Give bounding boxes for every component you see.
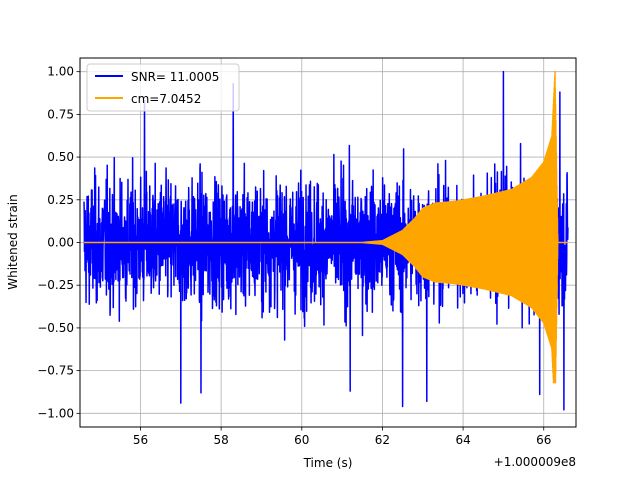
legend: SNR= 11.0005 cm=7.0452 [86,63,240,112]
x-tick-label: 56 [133,433,148,447]
x-tick-label: 66 [536,433,551,447]
legend-label-cm: cm=7.0452 [131,92,201,106]
plot-area [83,70,569,411]
x-tick-label: 60 [294,433,309,447]
y-tick-label: 0.00 [47,236,74,250]
y-tick-label: −0.50 [37,321,74,335]
x-axis-label: Time (s) [303,456,353,470]
y-tick-label: 0.25 [47,193,74,207]
x-axis-ticks: 56 58 60 62 64 66 [133,427,551,447]
series-line-snr [83,70,569,411]
x-tick-label: 58 [213,433,228,447]
y-tick-label: −0.25 [37,278,74,292]
y-tick-label: 0.50 [47,150,74,164]
series-line-cm [83,70,569,384]
legend-label-snr: SNR= 11.0005 [131,70,219,84]
y-tick-label: 1.00 [47,65,74,79]
y-axis-label: Whitened strain [6,194,20,290]
y-axis-ticks: −1.00 −0.75 −0.50 −0.25 0.00 0.25 0.50 0.75 1.00 [37,65,80,420]
series-layer [83,70,569,411]
x-tick-label: 62 [375,433,390,447]
legend-box [86,63,240,112]
y-tick-label: −0.75 [37,364,74,378]
x-axis-offset-label: +1.000009e8 [494,455,576,469]
x-tick-label: 64 [455,433,470,447]
y-tick-label: 0.75 [47,107,74,121]
y-tick-label: −1.00 [37,406,74,420]
